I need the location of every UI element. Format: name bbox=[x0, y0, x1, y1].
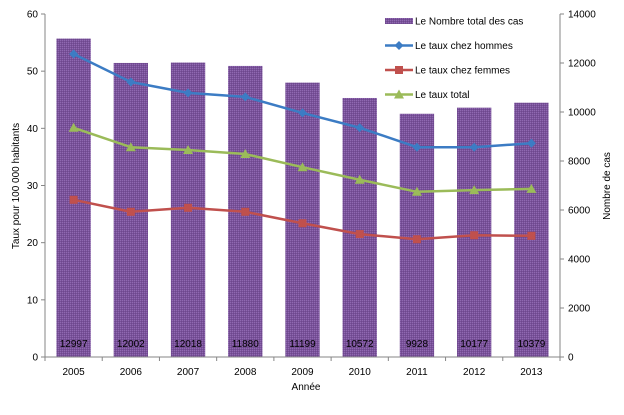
point-le-taux-total-2012 bbox=[469, 185, 480, 195]
x-tick-label: 2007 bbox=[177, 367, 200, 378]
point-le-taux-chez-femmes-2008 bbox=[241, 207, 250, 216]
bar-data-label: 11880 bbox=[232, 339, 260, 350]
point-le-taux-chez-femmes-2013 bbox=[527, 231, 536, 240]
point-le-taux-total-2011 bbox=[411, 186, 422, 196]
point-le-taux-total-2007 bbox=[183, 145, 194, 155]
bar-labels-group: 12997 12002 12018 11880 11199 10572 9928 10177 1… bbox=[60, 339, 546, 350]
point-le-taux-total-2013 bbox=[526, 183, 537, 193]
point-le-taux-total-2008 bbox=[240, 149, 251, 159]
legend: Le Nombre total des cas Le taux chez homm… bbox=[385, 17, 523, 101]
y-tick-label: 60 bbox=[27, 10, 39, 21]
y2-tick-label: 6000 bbox=[568, 206, 591, 217]
point-le-taux-chez-femmes-2011 bbox=[412, 235, 421, 244]
x-tick-label: 2009 bbox=[291, 367, 314, 378]
y2-tick-label: 10000 bbox=[568, 108, 596, 119]
point-le-taux-chez-hommes-2009 bbox=[298, 108, 307, 118]
bar-data-label: 10379 bbox=[517, 339, 545, 350]
x-tick-label: 2005 bbox=[62, 367, 85, 378]
point-le-taux-total-2010 bbox=[354, 174, 365, 184]
point-le-taux-total-2005 bbox=[68, 122, 79, 132]
point-le-taux-chez-hommes-2012 bbox=[469, 142, 479, 152]
point-le-taux-total-2009 bbox=[297, 162, 308, 172]
x-tick-label: 2013 bbox=[520, 367, 543, 378]
y-tick-label: 20 bbox=[27, 238, 39, 249]
y-tick-label: 0 bbox=[32, 353, 38, 364]
y2-tick-label: 8000 bbox=[568, 157, 591, 168]
legend-label: Le taux total bbox=[415, 90, 469, 101]
point-le-taux-chez-hommes-2006 bbox=[126, 77, 136, 87]
y2-tick-label: 12000 bbox=[568, 59, 596, 70]
point-le-taux-chez-femmes-2006 bbox=[126, 207, 135, 216]
axes-group: 0 10 20 30 40 50 60 0 2000 4000 6000 8000 10000 12000… bbox=[27, 10, 596, 379]
y-axis-title: Taux pour 100 000 habitants bbox=[11, 123, 22, 249]
bar-data-label: 10572 bbox=[346, 339, 374, 350]
x-tick-label: 2008 bbox=[234, 367, 257, 378]
x-tick-label: 2010 bbox=[349, 367, 372, 378]
bar-2010 bbox=[342, 97, 377, 358]
y2-tick-label: 4000 bbox=[568, 255, 591, 266]
legend-label-bars: Le Nombre total des cas bbox=[415, 17, 523, 28]
point-le-taux-chez-femmes-2005 bbox=[69, 195, 78, 204]
point-le-taux-chez-hommes-2013 bbox=[526, 138, 536, 148]
point-le-taux-chez-hommes-2008 bbox=[240, 92, 250, 102]
y2-tick-label: 0 bbox=[568, 353, 574, 364]
legend-swatch-marker bbox=[395, 66, 403, 74]
point-le-taux-chez-femmes-2012 bbox=[470, 231, 479, 240]
x-tick-label: 2006 bbox=[120, 367, 143, 378]
point-le-taux-total-2006 bbox=[125, 142, 136, 152]
point-le-taux-chez-femmes-2007 bbox=[184, 203, 193, 212]
y2-tick-label: 14000 bbox=[568, 10, 596, 21]
legend-swatch-marker bbox=[394, 41, 404, 50]
point-le-taux-chez-hommes-2005 bbox=[69, 49, 79, 59]
x-tick-label: 2012 bbox=[463, 367, 486, 378]
y-tick-label: 10 bbox=[27, 295, 39, 306]
bars-group bbox=[56, 38, 549, 358]
point-le-taux-chez-femmes-2009 bbox=[298, 219, 307, 228]
legend-label: Le taux chez hommes bbox=[415, 41, 513, 52]
y2-tick-label: 2000 bbox=[568, 304, 591, 315]
point-le-taux-chez-hommes-2011 bbox=[412, 142, 422, 152]
y-tick-label: 50 bbox=[27, 67, 39, 78]
bar-data-label: 12997 bbox=[60, 339, 88, 350]
y-tick-label: 40 bbox=[27, 124, 39, 135]
bar-data-label: 10177 bbox=[460, 339, 488, 350]
y2-axis-title: Nombre de cas bbox=[602, 152, 613, 220]
bar-data-label: 11199 bbox=[289, 339, 316, 350]
bar-data-label: 12018 bbox=[174, 339, 202, 350]
bar-data-label: 9928 bbox=[406, 339, 429, 350]
bar-data-label: 12002 bbox=[117, 339, 145, 350]
x-axis-title: Année bbox=[292, 382, 321, 393]
y-tick-label: 30 bbox=[27, 181, 39, 192]
legend-swatch-bars bbox=[385, 18, 413, 24]
lines-group bbox=[68, 49, 537, 244]
point-le-taux-chez-hommes-2010 bbox=[355, 123, 365, 133]
x-tick-label: 2011 bbox=[406, 367, 428, 378]
legend-label: Le taux chez femmes bbox=[415, 66, 510, 77]
point-le-taux-chez-femmes-2010 bbox=[355, 230, 364, 239]
legend-swatch-marker bbox=[394, 89, 404, 99]
point-le-taux-chez-hommes-2007 bbox=[183, 88, 193, 98]
